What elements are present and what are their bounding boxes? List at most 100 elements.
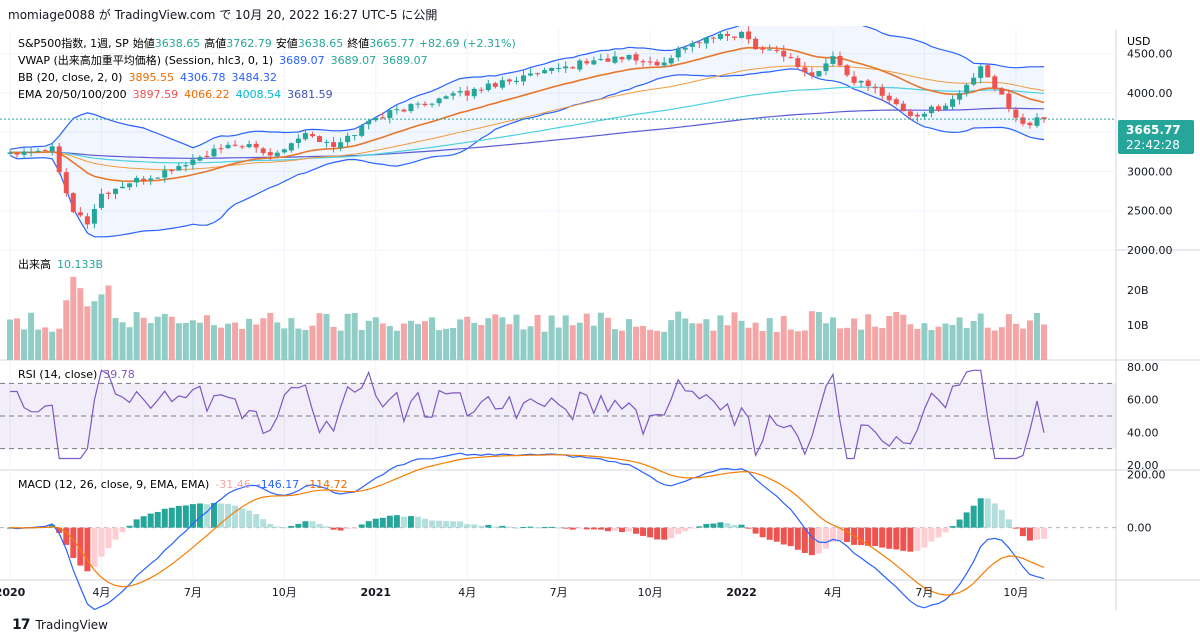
candle-body [696, 42, 702, 44]
candle-body [302, 133, 308, 140]
macd-histogram-bar [815, 527, 822, 554]
macd-histogram-bar [647, 527, 654, 538]
volume-bar [133, 312, 140, 360]
macd-histogram-bar [63, 527, 70, 545]
volume-bar [991, 330, 998, 360]
candle-body [1041, 117, 1047, 120]
volume-bar [91, 301, 98, 360]
macd-histogram-bar [829, 527, 836, 543]
candle-body [795, 58, 801, 67]
candle-body [682, 47, 688, 50]
macd-histogram-bar [239, 508, 246, 528]
macd-histogram-bar [147, 513, 154, 528]
macd-histogram-bar [267, 523, 274, 528]
volume-bar [407, 320, 414, 360]
volume-bar [28, 312, 35, 360]
macd-histogram-bar [604, 527, 611, 532]
volume-bar [35, 329, 42, 360]
macd-histogram-bar [534, 527, 541, 529]
volume-bar [548, 315, 555, 360]
candle-body [127, 183, 133, 188]
countdown-timer: 22:42:28 [1126, 138, 1180, 152]
macd-histogram-bar [611, 527, 618, 531]
volume-bar [492, 314, 499, 360]
candle-body [964, 84, 970, 93]
footer-brand[interactable]: TradingView [35, 618, 108, 632]
macd-histogram-bar [675, 527, 682, 535]
candle-body [528, 73, 534, 76]
candle-body [549, 67, 555, 71]
macd-histogram-bar [351, 527, 358, 529]
price-chart[interactable]: 4500.004000.003500.003000.002500.002000.… [0, 26, 1200, 610]
macd-histogram-bar [175, 505, 182, 528]
macd-histogram-bar [745, 527, 752, 529]
candle-body [746, 31, 752, 40]
candle-body [774, 49, 780, 51]
macd-histogram-bar [386, 515, 393, 528]
candle-body [253, 143, 259, 148]
time-tick-label: 10月 [638, 586, 663, 599]
candle-body [971, 77, 977, 85]
volume-bar [717, 315, 724, 360]
macd-histogram-bar [98, 527, 105, 557]
macd-histogram-bar [225, 503, 232, 528]
volume-bar [611, 329, 618, 360]
macd-histogram-bar [689, 527, 696, 529]
candle-body [35, 150, 41, 152]
tradingview-logo-icon: 17 [12, 617, 31, 633]
macd-histogram-bar [1033, 527, 1040, 540]
candle-body [183, 165, 189, 167]
volume-bar [147, 323, 154, 360]
candle-body [260, 148, 266, 154]
macd-histogram-bar [808, 527, 815, 556]
volume-bar [154, 316, 161, 360]
volume-bar [1012, 323, 1019, 360]
volume-tick-label: 20B [1127, 284, 1149, 297]
candle-body [640, 61, 646, 63]
volume-bar [309, 325, 316, 360]
candle-body [443, 96, 449, 99]
macd-histogram-bar [766, 527, 773, 540]
macd-histogram-bar [316, 523, 323, 528]
macd-histogram-bar [119, 527, 126, 533]
macd-histogram-bar [112, 527, 119, 540]
macd-histogram-bar [569, 527, 576, 530]
candle-body [886, 95, 892, 101]
volume-bar [210, 325, 217, 360]
candle-body [464, 90, 470, 96]
volume-bar [886, 316, 893, 360]
ema200-line [10, 107, 1045, 159]
rsi-line [10, 369, 1045, 460]
macd-histogram-bar [513, 527, 520, 529]
candle-body [858, 81, 864, 83]
macd-histogram-bar [379, 517, 386, 528]
volume-bar [485, 318, 492, 360]
macd-histogram-bar [710, 523, 717, 528]
candle-body [914, 114, 920, 117]
price-tick-label: 4000.00 [1127, 87, 1173, 100]
volume-bar [604, 317, 611, 360]
volume-bar [182, 322, 189, 360]
candle-body [598, 59, 604, 61]
volume-bar [970, 321, 977, 360]
candle-body [781, 50, 787, 57]
candle-body [225, 144, 231, 149]
volume-bar [253, 324, 260, 360]
volume-bar [49, 331, 56, 360]
candle-body [373, 117, 379, 121]
macd-histogram-bar [182, 505, 189, 528]
volume-bar [703, 319, 710, 360]
candle-body [309, 134, 315, 137]
candle-body [134, 177, 140, 183]
candle-body [324, 141, 330, 143]
time-tick-label: 2022 [726, 586, 757, 599]
macd-histogram-bar [1019, 527, 1026, 537]
volume-bar [654, 330, 661, 360]
candle-body [190, 159, 196, 165]
candle-body [63, 172, 69, 194]
macd-histogram-bar [1012, 527, 1019, 529]
macd-histogram-bar [759, 527, 766, 538]
candle-body [830, 56, 836, 64]
macd-histogram-bar [886, 527, 893, 549]
candle-body [148, 178, 154, 180]
